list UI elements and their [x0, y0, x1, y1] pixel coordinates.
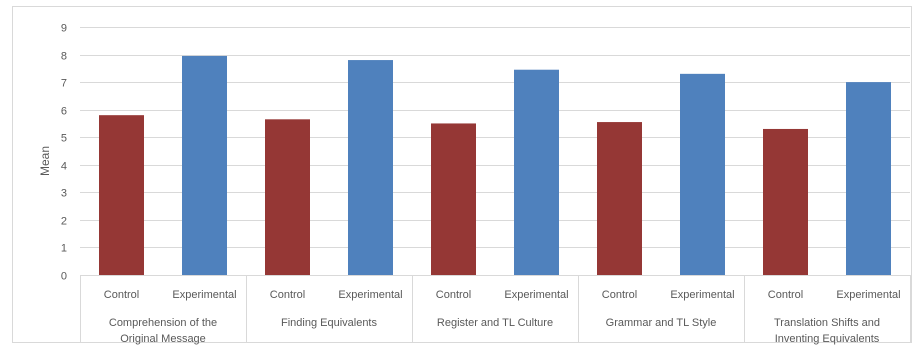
bar-category-label: Experimental	[670, 289, 734, 301]
bars	[99, 55, 891, 275]
y-tick-label: 7	[61, 78, 67, 90]
group-label: Finding Equivalents	[281, 317, 378, 329]
y-tick-label: 6	[61, 106, 67, 118]
bar-control	[763, 128, 808, 275]
y-tick-label: 2	[61, 216, 67, 228]
bar-control	[265, 119, 310, 275]
bar-control	[431, 123, 476, 275]
x-axis: Control Experimental Comprehension of the O…	[80, 275, 911, 345]
group-label: Translation Shifts and	[774, 317, 880, 329]
bar-category-label: Experimental	[338, 289, 402, 301]
bar-experimental	[514, 69, 559, 275]
group-label: Register and TL Culture	[437, 317, 553, 329]
bar-category-label: Experimental	[836, 289, 900, 301]
bar-control	[597, 122, 642, 275]
group-label: Comprehension of the	[109, 317, 217, 329]
bar-experimental	[348, 60, 393, 275]
bar-control	[99, 115, 144, 275]
bar-category-label: Experimental	[504, 289, 568, 301]
bar-experimental	[846, 82, 891, 275]
bar-category-label: Control	[768, 289, 803, 301]
group-label: Grammar and TL Style	[606, 317, 717, 329]
bar-experimental	[182, 55, 227, 275]
y-axis-ticks: 0 1 2 3 4 5 6 7 8 9	[61, 23, 67, 283]
y-tick-label: 3	[61, 188, 67, 200]
y-tick-label: 9	[61, 23, 67, 35]
y-tick-label: 8	[61, 51, 67, 63]
y-tick-label: 0	[61, 271, 67, 283]
bar-category-label: Control	[270, 289, 305, 301]
group-label: Inventing Equivalents	[775, 333, 880, 345]
y-tick-label: 5	[61, 133, 67, 145]
bar-category-label: Control	[104, 289, 139, 301]
chart-frame	[12, 6, 912, 343]
bar-experimental	[680, 73, 725, 275]
y-tick-label: 1	[61, 243, 67, 255]
y-axis-label: Mean	[38, 146, 52, 176]
group-label: Original Message	[120, 333, 206, 345]
bar-category-label: Control	[436, 289, 471, 301]
y-tick-label: 4	[61, 161, 67, 173]
bar-category-label: Control	[602, 289, 637, 301]
bar-category-label: Experimental	[172, 289, 236, 301]
